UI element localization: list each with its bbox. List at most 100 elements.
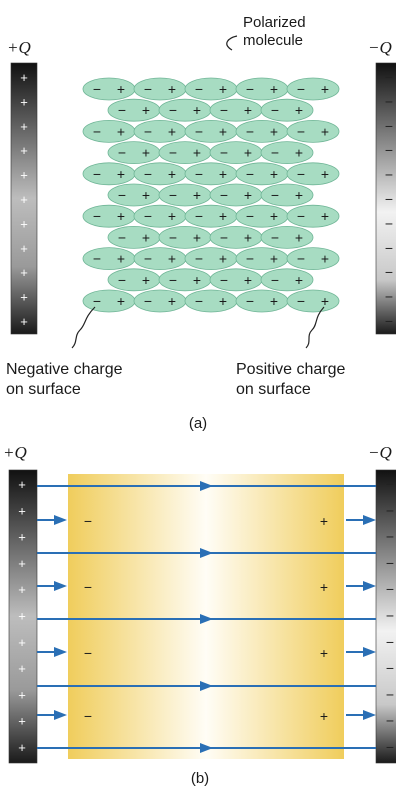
molecule-positive-sign: +	[219, 251, 227, 267]
molecule-positive-sign: +	[117, 166, 125, 182]
molecule-negative-sign: −	[169, 102, 177, 118]
molecule-negative-sign: −	[271, 229, 279, 245]
molecule-negative-sign: −	[118, 145, 126, 161]
polarized-molecule: − +	[107, 225, 161, 249]
molecule-positive-sign: +	[168, 166, 176, 182]
molecule-body	[158, 225, 212, 249]
field-line-short	[37, 647, 376, 657]
polarized-molecule: − +	[286, 162, 340, 186]
caption-b: (b)	[191, 770, 209, 787]
molecule-body	[82, 162, 136, 186]
molecule-body	[209, 268, 263, 292]
molecule-body	[184, 162, 238, 186]
molecule-body	[184, 119, 238, 143]
molecule-negative-sign: −	[144, 208, 152, 224]
field-arrowhead	[363, 581, 376, 591]
molecule-negative-sign: −	[144, 123, 152, 139]
molecule-positive-sign: +	[193, 145, 201, 161]
molecule-positive-sign: +	[321, 123, 329, 139]
molecule-positive-sign: +	[193, 187, 201, 203]
polarized-molecule: − +	[133, 204, 187, 228]
molecule-negative-sign: −	[246, 166, 254, 182]
polarized-molecules: − + − + − + − + − +− + − + − + − +− + − + − + − + − +− + − + − + − +− + − +…	[82, 77, 340, 313]
molecule-body	[133, 247, 187, 271]
plate-positive-sign: +	[18, 740, 26, 755]
molecule-positive-sign: +	[321, 208, 329, 224]
polarized-molecule: − +	[82, 77, 136, 101]
field-arrowhead	[54, 515, 67, 525]
molecule-negative-sign: −	[93, 293, 101, 309]
plate-positive-sign: +	[20, 70, 28, 85]
molecule-positive-sign: +	[295, 187, 303, 203]
molecule-negative-sign: −	[246, 123, 254, 139]
molecule-body	[286, 77, 340, 101]
molecule-body	[107, 141, 161, 165]
molecule-negative-sign: −	[93, 208, 101, 224]
right-plate-label-b: −Q	[368, 443, 392, 462]
molecule-positive-sign: +	[270, 123, 278, 139]
field-line-short	[37, 581, 376, 591]
plate-positive-sign: +	[20, 143, 28, 158]
field-line-short	[37, 515, 376, 525]
molecule-positive-sign: +	[270, 166, 278, 182]
molecule-callout-line	[226, 35, 238, 51]
polarized-molecule: − +	[133, 247, 187, 271]
molecule-body	[158, 268, 212, 292]
polarized-molecule: − +	[235, 162, 289, 186]
molecule-negative-sign: −	[144, 81, 152, 97]
molecule-positive-sign: +	[244, 102, 252, 118]
polarized-molecule: − +	[184, 77, 238, 101]
molecule-negative-sign: −	[118, 102, 126, 118]
molecule-negative-sign: −	[297, 81, 305, 97]
plate-negative-sign: −	[385, 118, 393, 134]
plate-positive-sign: +	[18, 582, 26, 597]
plate-positive-sign: +	[18, 687, 26, 702]
molecule-body	[260, 183, 314, 207]
molecule-negative-sign: −	[144, 293, 152, 309]
molecule-negative-sign: −	[297, 293, 305, 309]
molecule-positive-sign: +	[168, 123, 176, 139]
plate-positive-sign: +	[20, 241, 28, 256]
molecule-positive-sign: +	[295, 229, 303, 245]
polarized-molecule: − +	[107, 268, 161, 292]
molecule-positive-sign: +	[244, 229, 252, 245]
molecule-positive-sign: +	[168, 81, 176, 97]
polarized-molecule: − +	[133, 77, 187, 101]
molecule-body	[235, 77, 289, 101]
molecule-negative-sign: −	[169, 272, 177, 288]
field-arrowhead	[200, 548, 213, 558]
molecule-body	[235, 289, 289, 313]
molecule-label-line1: Polarized	[243, 14, 306, 31]
molecule-body	[286, 204, 340, 228]
molecule-negative-sign: −	[220, 272, 228, 288]
molecule-body	[82, 247, 136, 271]
molecule-positive-sign: +	[270, 81, 278, 97]
field-line-long	[37, 481, 376, 491]
molecule-negative-sign: −	[271, 145, 279, 161]
polarized-molecule: − +	[286, 247, 340, 271]
polarized-molecule: − +	[209, 183, 263, 207]
molecule-body	[235, 204, 289, 228]
molecule-body	[133, 289, 187, 313]
plate-positive-sign: +	[20, 314, 28, 329]
surface-negative-charge: −	[84, 645, 92, 661]
field-arrowhead	[54, 710, 67, 720]
molecule-body	[184, 77, 238, 101]
molecule-body	[260, 141, 314, 165]
molecule-negative-sign: −	[93, 251, 101, 267]
field-arrowhead	[200, 681, 213, 691]
positive-plate-b	[8, 469, 38, 764]
molecule-negative-sign: −	[297, 251, 305, 267]
plate-negative-sign: −	[386, 555, 394, 571]
plate-negative-sign: −	[385, 93, 393, 109]
molecule-negative-sign: −	[195, 251, 203, 267]
plate-negative-sign: −	[385, 289, 393, 305]
molecule-positive-sign: +	[219, 81, 227, 97]
molecule-negative-sign: −	[271, 187, 279, 203]
molecule-negative-sign: −	[93, 166, 101, 182]
molecule-negative-sign: −	[220, 145, 228, 161]
molecule-positive-sign: +	[219, 123, 227, 139]
polarized-molecule: − +	[209, 225, 263, 249]
molecule-positive-sign: +	[117, 251, 125, 267]
